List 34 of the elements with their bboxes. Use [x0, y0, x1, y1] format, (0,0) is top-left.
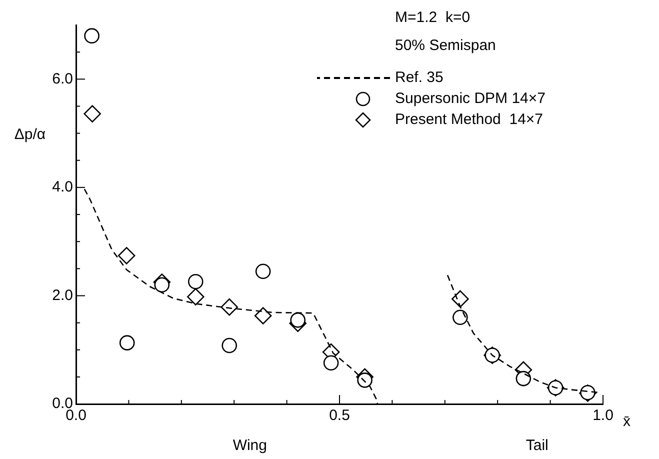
point	[290, 312, 306, 328]
point	[84, 105, 101, 122]
point	[188, 274, 204, 290]
point	[548, 380, 564, 396]
point	[118, 247, 136, 264]
legend-label: Supersonic DPM 14×7	[395, 90, 546, 108]
y-tick-label: 2.0	[52, 286, 73, 304]
x-tick-label: 0.5	[329, 407, 350, 424]
text: Wing	[232, 437, 268, 454]
point	[452, 290, 469, 308]
point	[119, 335, 135, 350]
point	[516, 370, 532, 386]
point	[580, 384, 596, 400]
point	[186, 288, 204, 306]
point	[254, 307, 272, 324]
point	[452, 310, 468, 326]
point	[222, 338, 238, 354]
annotation: 50% Semispan	[395, 37, 496, 54]
point	[484, 348, 500, 363]
point	[357, 372, 372, 388]
point	[255, 264, 271, 279]
point	[323, 355, 339, 370]
x-tick-label: 1.0	[592, 407, 614, 424]
point	[220, 298, 238, 316]
y-tick-label: 4.0	[52, 178, 73, 196]
text: Tail	[526, 437, 548, 454]
annotation: M=1.2 k=0	[395, 9, 470, 26]
legend-label: Ref. 35	[395, 69, 444, 86]
y-axis-title: Δp/α	[14, 126, 46, 144]
y-tick-label: 6.0	[52, 70, 73, 88]
x-axis-title: x̄	[623, 413, 631, 430]
point	[84, 28, 100, 44]
legend-label: Present Method 14×7	[395, 111, 544, 128]
point	[154, 277, 170, 293]
